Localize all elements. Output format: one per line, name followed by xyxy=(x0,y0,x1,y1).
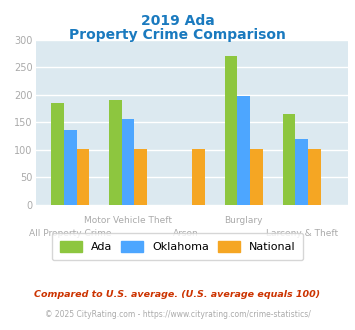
Text: © 2025 CityRating.com - https://www.cityrating.com/crime-statistics/: © 2025 CityRating.com - https://www.city… xyxy=(45,310,310,319)
Text: Larceny & Theft: Larceny & Theft xyxy=(266,229,338,238)
Bar xyxy=(135,148,147,205)
Bar xyxy=(250,148,263,205)
Bar xyxy=(51,103,64,205)
Text: Arson: Arson xyxy=(173,229,199,238)
Bar xyxy=(109,100,122,205)
Bar xyxy=(77,148,89,205)
Bar xyxy=(192,148,205,205)
Text: Property Crime Comparison: Property Crime Comparison xyxy=(69,28,286,42)
Bar xyxy=(237,96,250,205)
Bar xyxy=(225,56,237,205)
Bar xyxy=(295,139,308,205)
Legend: Ada, Oklahoma, National: Ada, Oklahoma, National xyxy=(52,233,303,260)
Text: Motor Vehicle Theft: Motor Vehicle Theft xyxy=(84,216,172,225)
Bar xyxy=(64,130,77,205)
Bar xyxy=(308,148,321,205)
Text: All Property Crime: All Property Crime xyxy=(29,229,111,238)
Bar xyxy=(283,114,295,205)
Text: Burglary: Burglary xyxy=(224,216,263,225)
Bar xyxy=(122,119,135,205)
Text: Compared to U.S. average. (U.S. average equals 100): Compared to U.S. average. (U.S. average … xyxy=(34,290,321,299)
Text: 2019 Ada: 2019 Ada xyxy=(141,15,214,28)
